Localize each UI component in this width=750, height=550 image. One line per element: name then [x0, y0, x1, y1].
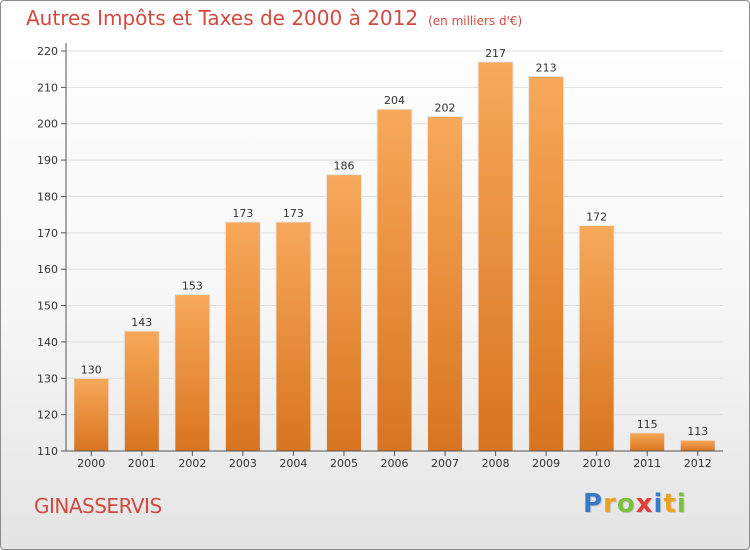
- logo-letter: r: [603, 489, 617, 519]
- logo-letter: i: [676, 489, 687, 519]
- bar-2001: [123, 330, 160, 452]
- data-label-2008: 217: [485, 47, 506, 60]
- bar-2004: [275, 221, 312, 452]
- logo-letter: o: [616, 489, 636, 519]
- x-tick-label-2004: 2004: [279, 457, 307, 470]
- y-tick-label: 120: [37, 409, 58, 422]
- logo-letter: P: [583, 489, 604, 519]
- y-tick-label: 220: [37, 45, 58, 58]
- x-tick-label-2010: 2010: [583, 457, 611, 470]
- y-tick-label: 160: [37, 263, 58, 276]
- bar-2009: [528, 75, 565, 452]
- y-tick-label: 210: [37, 81, 58, 94]
- title-text: Autres Impôts et Taxes de 2000 à 2012: [26, 6, 419, 30]
- x-tick-label-2001: 2001: [128, 457, 156, 470]
- chart-title: Autres Impôts et Taxes de 2000 à 2012 (en…: [26, 6, 522, 30]
- chart-subtitle: (en milliers d'€): [428, 14, 523, 28]
- data-label-2010: 172: [586, 211, 607, 224]
- proxiti-logo: Proxiti: [583, 489, 687, 519]
- x-tick-label-2011: 2011: [633, 457, 661, 470]
- data-label-2006: 204: [384, 94, 405, 107]
- x-tick-label-2009: 2009: [532, 457, 560, 470]
- bar-2005: [325, 174, 362, 452]
- data-labels: 130 143 153 173 173 186 204 202 217 213 172 115 113: [81, 47, 708, 438]
- data-label-2002: 153: [182, 280, 203, 293]
- y-tick-label: 200: [37, 118, 58, 131]
- y-tick-label: 110: [37, 445, 58, 458]
- logo-letter: i: [653, 489, 664, 519]
- commune-name: GINASSERVIS: [34, 494, 162, 518]
- bar-2012: [679, 439, 716, 452]
- y-tick-label: 180: [37, 190, 58, 203]
- x-tick-label-2003: 2003: [229, 457, 257, 470]
- y-tick-label: 140: [37, 336, 58, 349]
- data-label-2011: 115: [637, 418, 658, 431]
- axes: 110 120 130 140 150 160 170 180 190 200 210 220 2000…: [37, 43, 723, 470]
- x-tick-label-2006: 2006: [381, 457, 409, 470]
- bars: [73, 61, 716, 452]
- data-label-2000: 130: [81, 363, 102, 376]
- bar-2000: [73, 377, 110, 452]
- data-label-2012: 113: [687, 425, 708, 438]
- data-label-2003: 173: [232, 207, 253, 220]
- bar-2002: [174, 294, 211, 452]
- data-label-2004: 173: [283, 207, 304, 220]
- y-tick-label: 190: [37, 154, 58, 167]
- bar-2003: [224, 221, 261, 452]
- x-tick-label-2008: 2008: [482, 457, 510, 470]
- data-label-2009: 213: [536, 61, 557, 74]
- logo-letter: t: [663, 489, 677, 519]
- x-tick-label-2005: 2005: [330, 457, 358, 470]
- bar-2006: [376, 108, 413, 452]
- y-tick-label: 170: [37, 227, 58, 240]
- y-tick-label: 130: [37, 372, 58, 385]
- bar-2008: [477, 61, 514, 452]
- data-label-2007: 202: [435, 101, 456, 114]
- bar-2007: [427, 115, 464, 452]
- bar-2011: [629, 432, 666, 452]
- x-tick-label-2012: 2012: [684, 457, 712, 470]
- data-label-2001: 143: [131, 316, 152, 329]
- data-label-2005: 186: [333, 160, 354, 173]
- y-tick-label: 150: [37, 300, 58, 313]
- x-tick-label-2002: 2002: [178, 457, 206, 470]
- logo-letter: x: [635, 489, 654, 519]
- x-tick-label-2000: 2000: [77, 457, 105, 470]
- x-tick-label-2007: 2007: [431, 457, 459, 470]
- bar-2010: [578, 225, 615, 452]
